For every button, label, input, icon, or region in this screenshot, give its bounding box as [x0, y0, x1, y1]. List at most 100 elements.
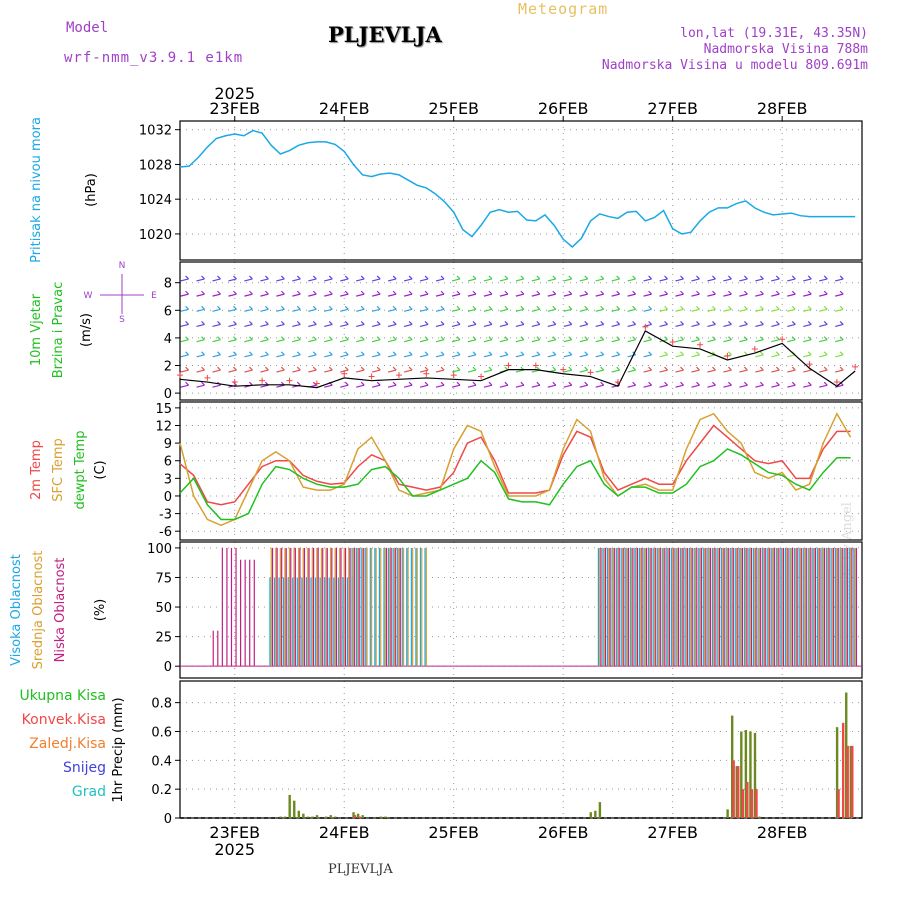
- wind-arrow: [771, 323, 780, 328]
- wind-arrow: [803, 369, 812, 373]
- wind-arrow: [515, 339, 525, 343]
- wind-arrow: [835, 369, 844, 373]
- wind-arrow-head: [408, 321, 413, 325]
- dewpt-line: [179, 448, 851, 521]
- wind-arrow-head: [648, 336, 653, 341]
- wind-arrow: [563, 323, 572, 328]
- wind-arrow: [467, 384, 477, 388]
- wind-arrow: [835, 308, 844, 312]
- wind-arrow: [308, 339, 317, 343]
- wind-arrow: [451, 369, 461, 373]
- wind-arrow-head: [296, 366, 301, 371]
- wind-arrow-head: [823, 305, 828, 310]
- wind-arrow: [324, 293, 333, 297]
- conv-precip-bar: [353, 815, 357, 818]
- wind-arrow: [755, 293, 764, 297]
- wind-arrow-head: [472, 275, 477, 280]
- wind-arrow-head: [807, 336, 812, 341]
- wind-arrow-head: [312, 275, 317, 280]
- wind-arrow: [372, 339, 381, 343]
- wind-arrow-head: [807, 305, 812, 310]
- wind-arrow: [707, 339, 716, 343]
- wind-arrow-head: [280, 366, 285, 371]
- wind-arrow-head: [536, 275, 541, 280]
- total-precip-bar: [845, 692, 848, 818]
- wind-arrow-head: [280, 351, 285, 356]
- wind-arrow-head: [201, 366, 205, 371]
- wind-arrow-head: [280, 321, 285, 325]
- wind-arrow: [499, 384, 509, 388]
- wind-arrow: [212, 384, 221, 388]
- wind-arrow: [723, 323, 732, 328]
- wind-arrow-head: [488, 275, 493, 280]
- wind-arrow: [707, 323, 716, 328]
- wind-arrow: [228, 308, 237, 312]
- wind-arrow-head: [296, 351, 301, 356]
- wind-arrow: [659, 278, 668, 282]
- wind-gust-mark: [697, 341, 704, 348]
- wind-arrow: [499, 323, 509, 328]
- wind-arrow-head: [424, 275, 429, 280]
- wind-arrow: [771, 369, 780, 373]
- wind-arrow: [675, 278, 684, 282]
- wind-arrow: [787, 278, 796, 282]
- wind-arrow-head: [408, 351, 413, 356]
- wind-arrow: [531, 278, 540, 282]
- wind-arrow-head: [408, 290, 413, 295]
- top-year-label: 2025: [214, 84, 255, 103]
- wind-arrow: [531, 354, 540, 358]
- wind-arrow: [467, 278, 477, 282]
- wind-arrow: [755, 308, 764, 312]
- wind-arrow: [196, 323, 205, 328]
- wind-arrow-head: [233, 351, 237, 356]
- wind-arrow-head: [249, 290, 253, 295]
- wind-arrow-head: [696, 275, 700, 280]
- wind-arrow: [611, 308, 620, 312]
- wind-arrow-head: [392, 351, 397, 356]
- total-precip-bar: [352, 812, 355, 818]
- precip-legend-3: Snijeg: [63, 760, 106, 776]
- wind-arrow-head: [312, 321, 317, 325]
- conv-precip-bar: [837, 789, 840, 818]
- wind-arrow-head: [233, 336, 237, 341]
- wind-arrow-head: [185, 305, 189, 310]
- wind-arrow: [387, 293, 397, 297]
- panel-frame: [179, 680, 863, 819]
- wind-arrow: [579, 339, 588, 343]
- wind-arrow: [595, 369, 604, 373]
- wind-arrow: [308, 278, 317, 282]
- wind-arrow: [419, 278, 429, 282]
- bottom-day-label: 28FEB: [757, 823, 808, 842]
- wind-arrow: [771, 293, 780, 297]
- wind-arrow: [595, 339, 604, 343]
- wind-arrow-head: [568, 290, 573, 295]
- wind-arrow-head: [201, 321, 205, 325]
- wind-arrow: [403, 293, 413, 297]
- wind-arrow-head: [616, 275, 621, 280]
- temp-unit: (C): [93, 460, 108, 479]
- wind-arrow: [387, 354, 397, 358]
- wind-arrow: [691, 308, 700, 312]
- wind-arrow: [196, 308, 205, 312]
- wind-arrow: [244, 369, 253, 373]
- wind-arrow-head: [504, 305, 509, 310]
- y-tick-label: 12: [155, 419, 172, 434]
- wind-arrow-head: [552, 336, 557, 341]
- wind-arrow: [276, 293, 285, 297]
- wind-arrow-head: [264, 275, 269, 280]
- wind-arrow-head: [344, 321, 349, 325]
- total-precip-bar: [835, 727, 839, 818]
- wind-arrow-head: [791, 305, 796, 310]
- wind-arrow: [356, 293, 365, 297]
- wind-arrow-head: [552, 305, 557, 310]
- wind-arrow: [675, 308, 684, 312]
- wind-arrow: [324, 339, 333, 343]
- wind-arrow: [563, 278, 572, 282]
- wind-arrow-head: [775, 290, 780, 295]
- wind-arrow-head: [264, 336, 269, 341]
- wind-arrow: [435, 308, 445, 312]
- wind-arrow: [739, 308, 748, 312]
- wind-arrow: [755, 323, 764, 328]
- wind-arrow-head: [392, 275, 397, 280]
- wind-arrow: [356, 384, 365, 388]
